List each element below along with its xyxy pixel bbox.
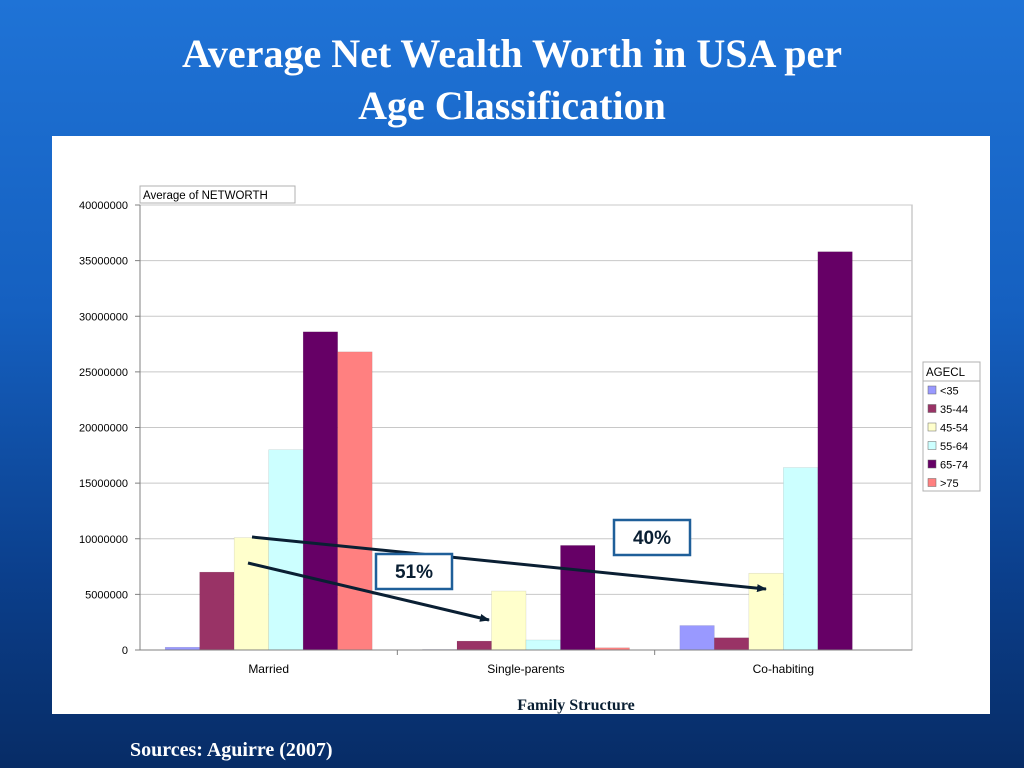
field-label: Average of NETWORTH [143, 190, 268, 202]
source-note: Sources: Aguirre (2007) [130, 739, 333, 761]
annotation-label: 51% [395, 562, 433, 583]
bar-married-4 [302, 331, 338, 651]
bar-married-3 [268, 449, 304, 651]
slide-title: Average Net Wealth Worth in USA per Age … [0, 28, 1024, 132]
y-tick-label: 40000000 [79, 200, 128, 212]
legend-item-label: 65-74 [940, 460, 968, 472]
legend-item-label: <35 [940, 386, 959, 398]
legend-swatch [927, 422, 937, 432]
legend-swatch [927, 478, 937, 487]
annotation-label: 40% [633, 528, 671, 549]
y-tick-label: 20000000 [79, 423, 128, 435]
legend-swatch [927, 441, 937, 450]
slide-title-line-2: Age Classification [358, 83, 666, 128]
annotation-box-0 [374, 552, 454, 591]
slide-title-line-1: Average Net Wealth Worth in USA per [182, 31, 842, 76]
legend-item-label: >75 [940, 478, 959, 490]
legend-swatch [927, 459, 937, 469]
bar-married-5 [337, 351, 373, 651]
x-tick-label: Single-parents [487, 662, 564, 676]
y-tick-label: 30000000 [79, 311, 128, 323]
bar-single-parents-4 [560, 545, 596, 651]
annotation-box-1 [612, 518, 692, 557]
y-tick-label: 5000000 [85, 589, 128, 601]
legend-box [922, 380, 981, 492]
y-tick-label: 0 [122, 645, 128, 657]
chart-panel: 0 5000000 10000000 15000000 20000000 25000000… [52, 136, 990, 714]
legend-title: AGECL [926, 367, 966, 379]
x-tick-label: Married [248, 662, 289, 676]
legend-item-label: 55-64 [940, 441, 968, 453]
legend-item-label: 35-44 [940, 404, 968, 416]
bar-co-habiting-3 [783, 467, 819, 651]
chart: 0 5000000 10000000 15000000 20000000 25000000… [79, 185, 981, 714]
arrow-40-percent [251, 535, 767, 593]
arrow-51-percent [247, 561, 490, 622]
y-tick-label: 15000000 [79, 478, 128, 490]
bar-single-parents-1 [456, 640, 492, 651]
bar-co-habiting-1 [714, 637, 750, 651]
x-tick-label: Co-habiting [753, 662, 814, 676]
field-label-box [139, 185, 296, 204]
bar-single-parents-3 [525, 639, 561, 651]
y-tick-label: 35000000 [79, 256, 128, 268]
bar-co-habiting-2 [748, 572, 784, 651]
y-tick-label: 25000000 [79, 367, 128, 379]
legend-swatch [927, 404, 937, 413]
bar-single-parents-2 [491, 590, 527, 651]
x-axis-title: Family Structure [517, 697, 634, 714]
legend-item-label: 45-54 [940, 423, 968, 435]
bar-co-habiting-0 [679, 625, 715, 651]
bar-married-1 [199, 571, 235, 651]
bar-co-habiting-4 [817, 251, 853, 651]
legend-swatch [927, 385, 937, 395]
y-tick-label: 10000000 [79, 534, 128, 546]
bar-married-2 [233, 537, 269, 651]
